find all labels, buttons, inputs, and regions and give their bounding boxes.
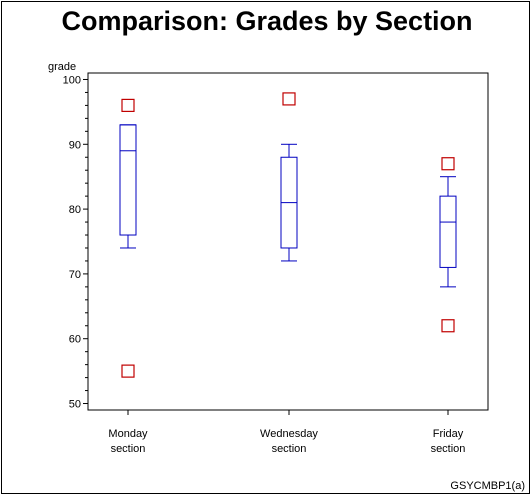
y-tick-label: 100: [63, 74, 81, 86]
y-tick-label: 60: [69, 334, 81, 346]
y-axis: 50 60 70 80 90 100: [63, 74, 88, 411]
iqr-box: [439, 195, 457, 268]
x-tick-label: section: [111, 443, 146, 455]
outlier-marker: [441, 157, 455, 171]
chart-title: Comparison: Grades by Section: [61, 6, 472, 36]
outlier-marker: [121, 98, 135, 113]
y-axis-label: grade: [48, 61, 76, 73]
x-tick-label: section: [431, 443, 466, 455]
y-tick-label: 70: [69, 269, 81, 281]
y-tick-label: 80: [69, 204, 81, 216]
box-friday: [439, 157, 457, 333]
x-tick-label: section: [272, 443, 307, 455]
outlier-marker: [282, 92, 296, 106]
y-tick-label: 90: [69, 139, 81, 151]
x-tick-label: Wednesday: [260, 428, 318, 440]
iqr-box: [119, 124, 137, 236]
x-tick-label: Friday: [433, 428, 464, 440]
box-series: [119, 92, 457, 378]
y-tick-label: 50: [69, 399, 81, 411]
footnote: GSYCMBP1(a): [450, 480, 525, 492]
plot-area: [87, 72, 489, 411]
x-tick-label: Monday: [108, 428, 148, 440]
x-axis: Monday section Wednesday section Friday secti…: [108, 410, 465, 455]
outlier-marker: [441, 319, 455, 333]
box-wednesday: [280, 92, 298, 262]
outlier-marker: [121, 364, 135, 378]
box-monday: [119, 98, 137, 378]
